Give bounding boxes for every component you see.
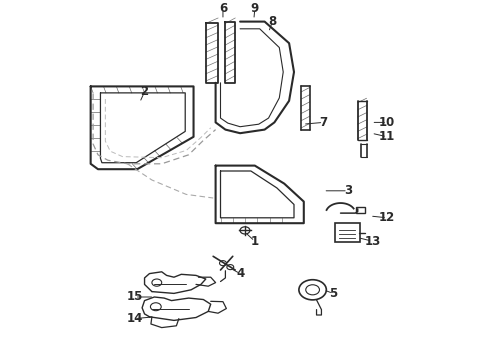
Text: 13: 13 [364, 235, 381, 248]
Text: 7: 7 [319, 116, 327, 129]
Text: 14: 14 [126, 312, 143, 325]
Text: 2: 2 [141, 85, 148, 98]
FancyBboxPatch shape [335, 223, 360, 242]
Text: 10: 10 [379, 116, 395, 129]
Text: 1: 1 [251, 235, 259, 248]
FancyBboxPatch shape [356, 207, 365, 213]
Text: 6: 6 [219, 3, 227, 15]
Text: 12: 12 [379, 211, 395, 224]
Text: 8: 8 [269, 15, 276, 28]
Text: 4: 4 [236, 267, 244, 280]
Text: 5: 5 [329, 287, 337, 300]
Text: 15: 15 [126, 291, 143, 303]
Text: 11: 11 [379, 130, 395, 143]
Text: 9: 9 [251, 3, 259, 15]
Text: 3: 3 [344, 184, 352, 197]
